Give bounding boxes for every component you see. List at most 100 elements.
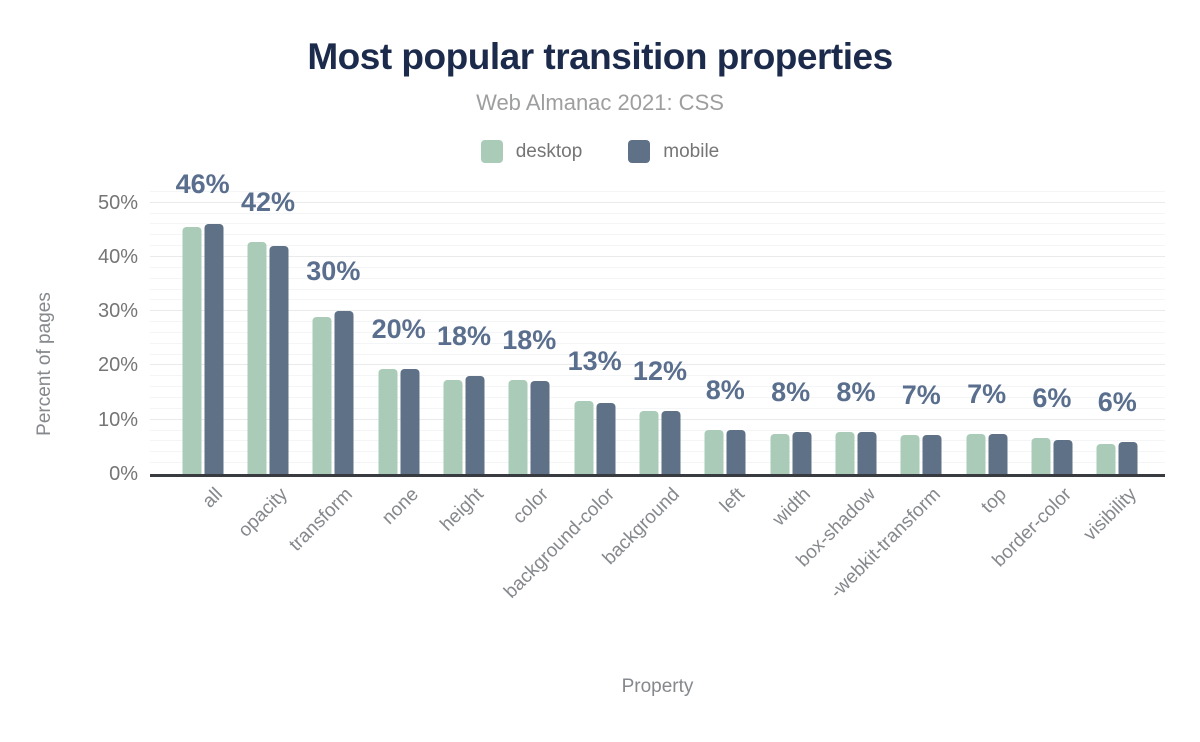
major-gridline bbox=[150, 255, 1165, 257]
minor-gridline bbox=[150, 223, 1165, 225]
bar-group: 42% bbox=[235, 181, 300, 474]
x-tick-label: left bbox=[716, 484, 750, 517]
desktop-bar bbox=[704, 430, 724, 474]
x-tick-label: background bbox=[598, 484, 684, 570]
mobile-bar bbox=[204, 224, 224, 474]
bar-group: 8% bbox=[823, 181, 888, 474]
y-tick-label: 30% bbox=[97, 300, 138, 323]
bar-value-label: 30% bbox=[306, 256, 361, 287]
x-tick-label: border-color bbox=[988, 484, 1076, 572]
minor-gridline bbox=[150, 266, 1165, 268]
bar-value-label: 12% bbox=[632, 355, 687, 386]
bar-pair bbox=[312, 311, 354, 474]
desktop-bar bbox=[1031, 438, 1051, 474]
minor-gridline bbox=[150, 386, 1165, 388]
minor-gridline bbox=[150, 212, 1165, 214]
y-tick-label: 20% bbox=[97, 354, 138, 377]
x-tick-label: width bbox=[768, 484, 815, 531]
bar-value-label: 8% bbox=[836, 376, 876, 407]
legend: desktop mobile bbox=[0, 140, 1200, 163]
major-gridline bbox=[150, 364, 1165, 366]
bar-group: 18% bbox=[431, 181, 496, 474]
desktop-bar bbox=[508, 379, 528, 474]
bar-group: 8% bbox=[758, 181, 823, 474]
bar-group: 7% bbox=[889, 181, 954, 474]
chart-title: Most popular transition properties bbox=[307, 36, 893, 77]
x-tick-label: opacity bbox=[234, 484, 292, 542]
minor-gridline bbox=[150, 375, 1165, 377]
x-tick-label: none bbox=[377, 484, 423, 529]
y-tick-label: 0% bbox=[109, 463, 138, 485]
bar-pair bbox=[508, 379, 550, 474]
desktop-bar bbox=[966, 434, 986, 474]
minor-gridline bbox=[150, 407, 1165, 409]
bar-group: 6% bbox=[1085, 181, 1150, 474]
bar-value-label: 8% bbox=[771, 377, 811, 408]
minor-gridline bbox=[150, 288, 1165, 290]
desktop-bar bbox=[835, 431, 855, 474]
desktop-bar bbox=[770, 433, 790, 474]
bar-group: 6% bbox=[1019, 181, 1084, 474]
bar-group: 13% bbox=[562, 181, 627, 474]
y-axis-title: Percent of pages bbox=[34, 292, 55, 436]
mobile-bar bbox=[1118, 442, 1138, 474]
bar-pair bbox=[966, 434, 1008, 474]
bar-pair bbox=[835, 431, 877, 474]
minor-gridline bbox=[150, 321, 1165, 323]
minor-gridline bbox=[150, 299, 1165, 301]
plot-area: 0% 10% 20% 30% 40% 50% 46% 42% 30% 20% 18% 18% 13% 1… bbox=[98, 169, 1165, 603]
bar-value-label: 7% bbox=[901, 379, 941, 410]
bar-value-label: 20% bbox=[371, 313, 426, 344]
desktop-bar bbox=[574, 400, 594, 474]
bar-value-label: 7% bbox=[967, 379, 1007, 410]
chart-subtitle: Web Almanac 2021: CSS bbox=[476, 90, 724, 115]
x-tick-label: background-color bbox=[499, 484, 619, 603]
bar-group: 18% bbox=[497, 181, 562, 474]
y-tick-label: 10% bbox=[97, 408, 138, 431]
desktop-bar bbox=[900, 434, 920, 474]
minor-gridline bbox=[150, 331, 1165, 333]
major-gridline bbox=[150, 310, 1165, 312]
bar-pair bbox=[639, 410, 681, 474]
legend-swatch-desktop bbox=[480, 140, 503, 163]
bar-pair bbox=[770, 432, 812, 474]
desktop-bar bbox=[639, 411, 659, 474]
x-tick-label: transform bbox=[285, 484, 358, 556]
mobile-bar bbox=[661, 410, 681, 474]
bar-group: 7% bbox=[954, 181, 1019, 474]
x-tick-label: color bbox=[509, 484, 554, 528]
bar-value-label: 18% bbox=[436, 320, 491, 351]
mobile-bar bbox=[530, 381, 550, 474]
x-tick-label: visibility bbox=[1080, 484, 1142, 546]
minor-gridline bbox=[150, 277, 1165, 279]
legend-label-desktop: desktop bbox=[515, 140, 583, 162]
minor-gridline bbox=[150, 234, 1165, 236]
mobile-bar bbox=[465, 375, 485, 474]
bar-pair bbox=[1031, 438, 1073, 474]
desktop-bar bbox=[443, 379, 463, 474]
bar-value-label: 8% bbox=[705, 375, 745, 406]
y-tick-label: 50% bbox=[97, 191, 138, 214]
mobile-bar bbox=[334, 311, 354, 474]
minor-gridline bbox=[150, 190, 1165, 192]
legend-item-mobile: mobile bbox=[628, 140, 719, 163]
x-tick-labels: all opacity transform none height color backgr… bbox=[150, 474, 1165, 644]
major-gridline bbox=[150, 201, 1165, 203]
x-axis-title: Property bbox=[621, 676, 694, 697]
y-tick-label: 40% bbox=[97, 245, 138, 268]
bar-value-label: 46% bbox=[175, 169, 230, 200]
mobile-bar bbox=[922, 434, 942, 474]
mobile-bar bbox=[792, 432, 812, 474]
bar-group: 12% bbox=[627, 181, 692, 474]
desktop-bar bbox=[378, 369, 398, 474]
bar-pair bbox=[574, 400, 616, 474]
minor-gridline bbox=[150, 245, 1165, 247]
bar-pair bbox=[443, 375, 485, 474]
bar-value-label: 13% bbox=[567, 345, 622, 376]
bar-value-label: 6% bbox=[1097, 387, 1137, 417]
mobile-bar bbox=[726, 430, 746, 474]
mobile-bar bbox=[857, 431, 877, 474]
bar-pair bbox=[378, 368, 420, 474]
desktop-bar bbox=[247, 242, 267, 474]
